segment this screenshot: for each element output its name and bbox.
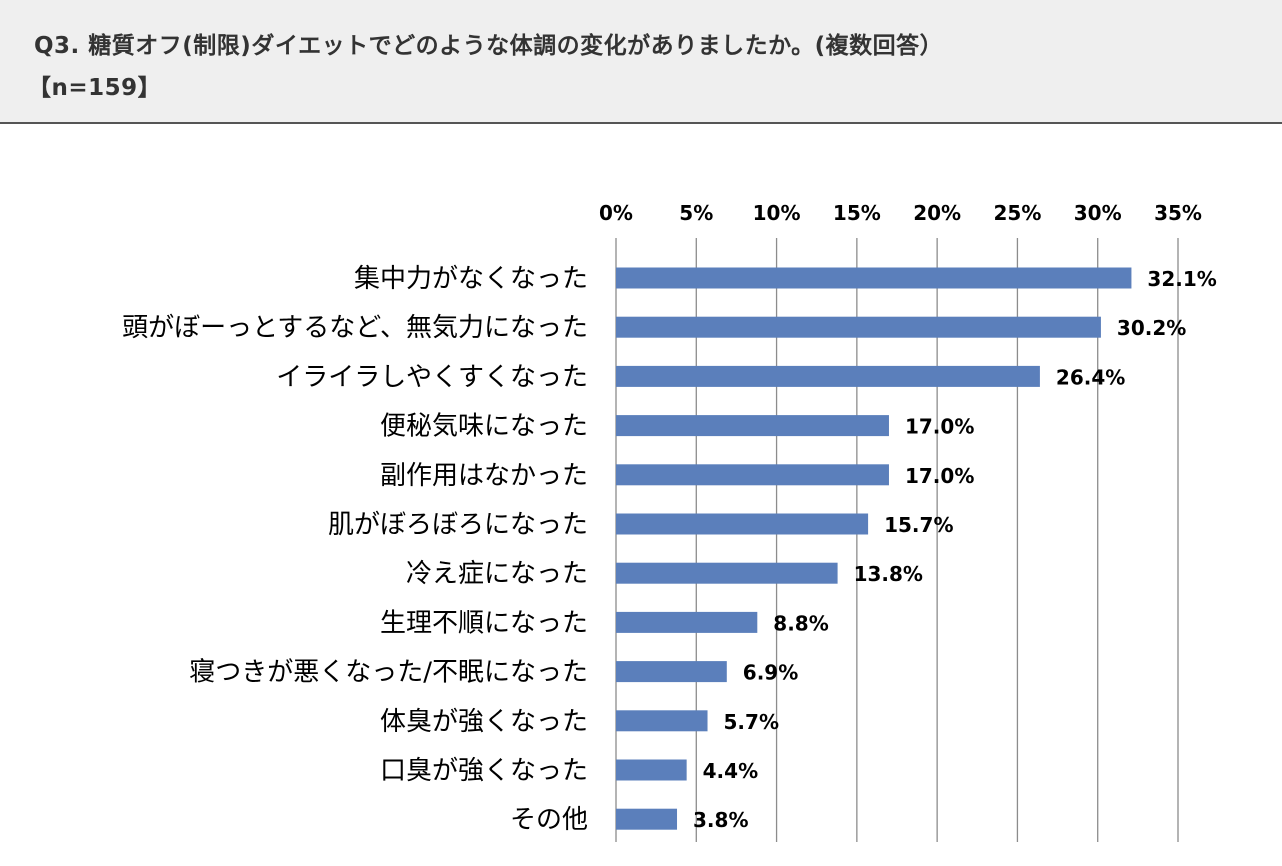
x-tick-label: 15% bbox=[833, 201, 881, 225]
category-label: 便秘気味になった bbox=[380, 412, 588, 442]
bars bbox=[616, 267, 1132, 830]
data-label: 13.8% bbox=[854, 562, 923, 586]
category-label: 体臭が強くなった bbox=[380, 707, 588, 737]
data-label: 17.0% bbox=[905, 464, 974, 488]
x-tick-label: 10% bbox=[753, 201, 801, 225]
data-label: 15.7% bbox=[884, 513, 953, 537]
bar bbox=[616, 267, 1132, 289]
data-label: 17.0% bbox=[905, 415, 974, 439]
x-tick-label: 0% bbox=[599, 201, 633, 225]
x-tick-label: 25% bbox=[993, 201, 1041, 225]
category-label: 生理不順になった bbox=[380, 608, 588, 638]
bar bbox=[616, 661, 727, 683]
bar bbox=[616, 513, 869, 535]
question-header: Q3. 糖質オフ(制限)ダイエットでどのような体調の変化がありましたか。(複数回… bbox=[0, 0, 1282, 124]
data-label: 30.2% bbox=[1117, 316, 1186, 340]
data-label: 4.4% bbox=[703, 759, 758, 783]
bar bbox=[616, 316, 1101, 338]
category-label: イライラしやくすくなった bbox=[276, 362, 588, 392]
category-label: その他 bbox=[510, 805, 588, 835]
x-tick-label: 20% bbox=[913, 201, 961, 225]
category-label: 集中力がなくなった bbox=[354, 264, 588, 294]
data-label: 26.4% bbox=[1056, 365, 1125, 389]
category-label: 頭がぼーっとするなど、無気力になった bbox=[122, 313, 588, 343]
data-labels: 32.1% 30.2% 26.4% 17.0% 17.0% 15.7% 13.8% 8.8% 6… bbox=[693, 267, 1217, 832]
category-label: 副作用はなかった bbox=[380, 461, 588, 491]
bar bbox=[616, 710, 708, 732]
grid-lines bbox=[615, 238, 1179, 842]
bar bbox=[616, 365, 1040, 387]
data-label: 6.9% bbox=[743, 661, 798, 685]
x-axis-ticks: 0% 5% 10% 15% 20% 25% 30% 35% bbox=[599, 201, 1202, 225]
category-label: 肌がぼろぼろになった bbox=[328, 510, 588, 540]
x-tick-label: 35% bbox=[1154, 201, 1202, 225]
category-label: 口臭が強くなった bbox=[380, 756, 588, 786]
bar bbox=[616, 808, 678, 830]
bar bbox=[616, 759, 687, 781]
data-label: 3.8% bbox=[693, 808, 748, 832]
category-labels: 集中力がなくなった頭がぼーっとするなど、無気力になったイライラしやくすくなった便… bbox=[122, 264, 588, 835]
x-tick-label: 5% bbox=[679, 201, 713, 225]
question-title: Q3. 糖質オフ(制限)ダイエットでどのような体調の変化がありましたか。(複数回… bbox=[34, 33, 944, 59]
bar bbox=[616, 464, 889, 486]
bar bbox=[616, 415, 889, 437]
category-label: 冷え症になった bbox=[406, 559, 588, 589]
x-tick-label: 30% bbox=[1074, 201, 1122, 225]
data-label: 32.1% bbox=[1147, 267, 1216, 291]
sample-size: 【n=159】 bbox=[28, 75, 162, 101]
bar bbox=[616, 611, 758, 633]
data-label: 5.7% bbox=[724, 710, 779, 734]
category-label: 寝つきが悪くなった/不眠になった bbox=[189, 658, 588, 688]
bar bbox=[616, 562, 838, 584]
bar-chart: 0% 5% 10% 15% 20% 25% 30% 35% 集中力がなくなった頭がぼーっとする… bbox=[122, 201, 1217, 842]
data-label: 8.8% bbox=[773, 611, 828, 635]
